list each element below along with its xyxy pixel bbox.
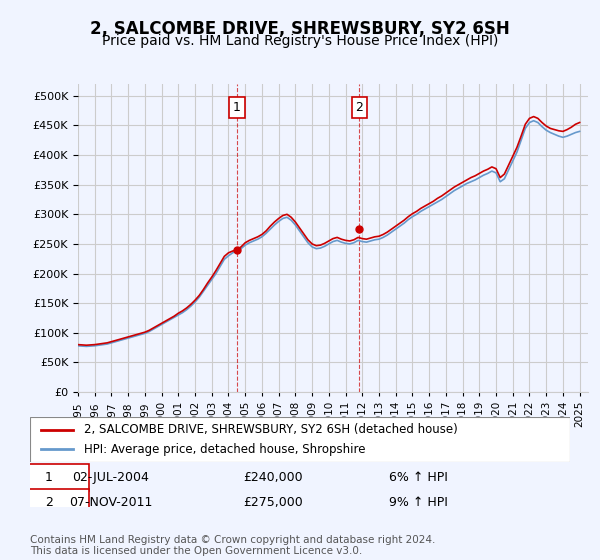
Text: £275,000: £275,000 xyxy=(243,496,303,509)
Text: Contains HM Land Registry data © Crown copyright and database right 2024.
This d: Contains HM Land Registry data © Crown c… xyxy=(30,535,436,557)
Text: 2: 2 xyxy=(45,496,53,509)
Text: 2, SALCOMBE DRIVE, SHREWSBURY, SY2 6SH: 2, SALCOMBE DRIVE, SHREWSBURY, SY2 6SH xyxy=(90,20,510,38)
Text: 02-JUL-2004: 02-JUL-2004 xyxy=(73,471,149,484)
FancyBboxPatch shape xyxy=(8,464,89,491)
Text: 07-NOV-2011: 07-NOV-2011 xyxy=(70,496,152,509)
Text: £240,000: £240,000 xyxy=(243,471,303,484)
Text: 9% ↑ HPI: 9% ↑ HPI xyxy=(389,496,448,509)
Text: 6% ↑ HPI: 6% ↑ HPI xyxy=(389,471,448,484)
Text: HPI: Average price, detached house, Shropshire: HPI: Average price, detached house, Shro… xyxy=(84,443,365,456)
Text: 2, SALCOMBE DRIVE, SHREWSBURY, SY2 6SH (detached house): 2, SALCOMBE DRIVE, SHREWSBURY, SY2 6SH (… xyxy=(84,423,458,436)
Text: 2: 2 xyxy=(355,101,364,114)
Text: Price paid vs. HM Land Registry's House Price Index (HPI): Price paid vs. HM Land Registry's House … xyxy=(102,34,498,48)
Text: 1: 1 xyxy=(45,471,53,484)
Text: 1: 1 xyxy=(233,101,241,114)
FancyBboxPatch shape xyxy=(8,489,89,516)
